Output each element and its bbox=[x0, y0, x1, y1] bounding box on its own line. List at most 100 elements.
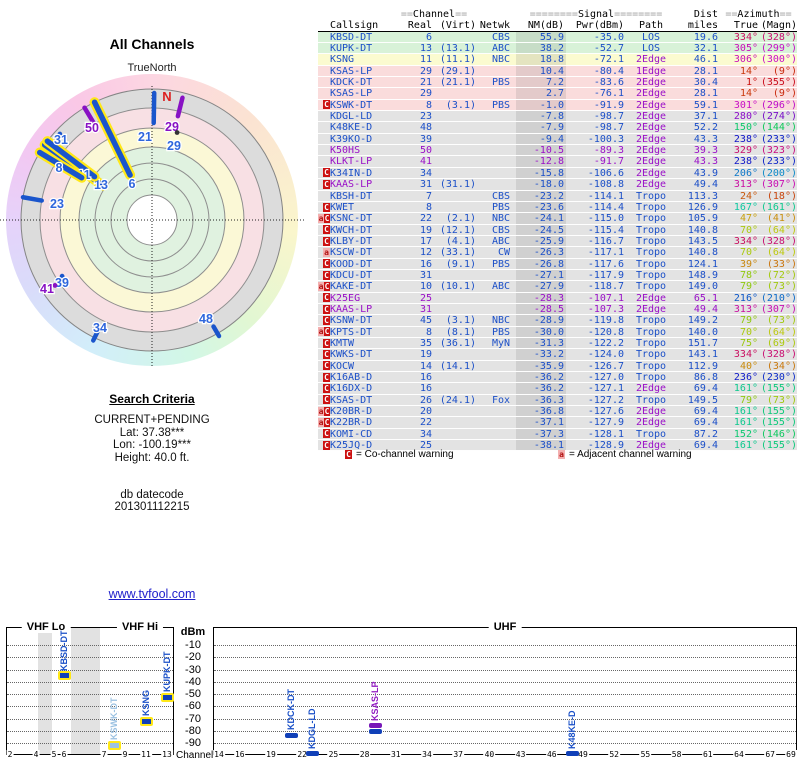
virtual-channel bbox=[432, 383, 476, 393]
channel-tick: 7 bbox=[100, 750, 108, 759]
dist-miles: 149.2 bbox=[687, 315, 718, 327]
network bbox=[476, 417, 516, 427]
signal-marker-KDCK-DT bbox=[285, 732, 299, 738]
station-row-KLKT-LP: KLKT-LP 41 -12.8 -91.7 2Edge 43.3 238° (233°) bbox=[318, 156, 797, 168]
callsign: KLBY-DT bbox=[330, 235, 373, 247]
callsign: KDGL-LD bbox=[330, 111, 373, 123]
virtual-channel: (3.1) bbox=[445, 315, 476, 327]
callsign: KAKE-DT bbox=[330, 281, 373, 293]
network bbox=[476, 145, 516, 155]
azimuth-true: 161° bbox=[733, 440, 758, 452]
callsign: K25EG bbox=[330, 292, 361, 304]
band-label-vhf-hi: VHF Hi bbox=[116, 621, 164, 633]
radar-plot: 61311850212929312339413448 N bbox=[0, 86, 304, 366]
azimuth-true: 329° bbox=[733, 145, 758, 157]
callsign: K16AB-D bbox=[330, 372, 373, 383]
pwr-dbm: -128.9 bbox=[587, 440, 624, 452]
station-row-KBSD-DT: KBSD-DT 6 CBS 55.9 -35.0 LOS 19.6 334° (328°) bbox=[318, 31, 797, 44]
pwr-dbm: -100.3 bbox=[587, 133, 624, 145]
nm-db: -33.2 bbox=[516, 349, 566, 360]
warning-markers: C bbox=[318, 383, 330, 394]
signal-label-KDGL-LD: KDGL-LD bbox=[307, 708, 318, 749]
channel-tick: 61 bbox=[701, 750, 714, 759]
azimuth-true: 78° bbox=[739, 269, 758, 281]
tvfool-link[interactable]: www.tvfool.com bbox=[108, 587, 196, 601]
pwr-dbm: -127.6 bbox=[587, 406, 624, 418]
nm-db: 55.9 bbox=[516, 31, 566, 43]
warning-markers: C bbox=[318, 168, 330, 178]
radar-spoke-ch50 bbox=[82, 105, 100, 131]
network bbox=[476, 66, 516, 76]
path: Tropo bbox=[635, 235, 667, 247]
callsign: KOOD-DT bbox=[330, 258, 373, 270]
channel-tick: 67 bbox=[764, 750, 777, 759]
magnetic-north-marker: N bbox=[162, 89, 171, 104]
virtual-channel: (31.1) bbox=[439, 179, 476, 191]
warning-markers bbox=[318, 88, 330, 98]
signal-marker-KSAS-LP bbox=[368, 723, 382, 729]
warning-markers: C bbox=[318, 100, 330, 110]
warning-markers bbox=[318, 77, 330, 87]
virtual-channel: (12.1) bbox=[439, 224, 476, 236]
callsign: K20BR-D bbox=[330, 406, 373, 418]
criteria-line: Lon: -100.19*** bbox=[112, 439, 191, 451]
co-channel-icon: C bbox=[323, 395, 330, 405]
station-row-KSAS-DT: C KSAS-DT 26 (24.1) Fox -36.3 -127.2 Tropo 149.5… bbox=[318, 394, 797, 407]
channel-tick: 52 bbox=[608, 750, 621, 759]
band-label-vhf-lo: VHF Lo bbox=[21, 621, 71, 633]
network bbox=[476, 111, 516, 121]
network bbox=[476, 134, 516, 144]
azimuth-magnetic: (307°) bbox=[760, 303, 797, 315]
gridline-uhf bbox=[214, 743, 796, 744]
legend-co-channel: C = Co-channel warning bbox=[345, 449, 454, 460]
co-channel-icon: C bbox=[323, 440, 330, 450]
criteria-line: CURRENT+PENDING bbox=[94, 414, 210, 426]
station-row-KOMI-CD: C KOMI-CD 34 -37.3 -128.1 Tropo 87.2 152° (146°) bbox=[318, 428, 797, 441]
azimuth-magnetic: (210°) bbox=[760, 292, 797, 304]
network bbox=[476, 270, 516, 280]
callsign: KOCW bbox=[330, 360, 355, 372]
pwr-dbm: -114.4 bbox=[587, 201, 624, 213]
radar-dot-ch41 bbox=[52, 283, 58, 288]
nm-db: -25.9 bbox=[516, 235, 566, 247]
channel-tick: 22 bbox=[296, 750, 309, 759]
warning-markers bbox=[318, 54, 330, 64]
radar-label-ch31: 31 bbox=[54, 133, 68, 147]
station-table: ==Channel== ========Signal======== Dist … bbox=[318, 9, 797, 452]
dist-miles: 140.8 bbox=[687, 247, 718, 259]
co-channel-icon: C bbox=[323, 293, 330, 303]
real-channel: 11 bbox=[419, 54, 432, 66]
gridline-uhf bbox=[214, 718, 796, 720]
adjacent-channel-icon: a bbox=[318, 406, 324, 416]
station-row-KOOD-DT: C KOOD-DT 16 (9.1) PBS -26.8 -117.6 Tropo 124.1 3… bbox=[318, 258, 797, 270]
network bbox=[476, 88, 516, 98]
real-channel: 34 bbox=[419, 428, 432, 440]
network bbox=[476, 156, 516, 166]
network bbox=[476, 440, 516, 450]
path: Tropo bbox=[635, 394, 667, 406]
warning-markers: C bbox=[318, 440, 330, 450]
path: Tropo bbox=[635, 213, 667, 225]
real-channel: 31 bbox=[419, 269, 432, 281]
real-channel: 10 bbox=[419, 281, 432, 293]
real-channel: 16 bbox=[419, 372, 432, 383]
channel-tick: 6 bbox=[60, 750, 68, 759]
warning-markers: C bbox=[318, 395, 330, 405]
signal-marker-KSAS-LP bbox=[368, 728, 382, 734]
pwr-dbm: -114.1 bbox=[587, 190, 624, 202]
azimuth-magnetic: (64°) bbox=[766, 326, 797, 338]
azimuth-true: 79° bbox=[739, 394, 758, 406]
azimuth-true: 313° bbox=[733, 303, 758, 315]
warning-markers bbox=[318, 66, 330, 76]
azimuth-magnetic: (328°) bbox=[760, 349, 797, 361]
adjacent-channel-icon: a bbox=[318, 281, 324, 291]
channel-tick: 64 bbox=[733, 750, 745, 759]
band-label-uhf: UHF bbox=[488, 621, 522, 633]
station-row-K50HS: K50HS 50 -10.5 -89.3 2Edge 39.3 329° (323°) bbox=[318, 145, 797, 157]
path: Tropo bbox=[635, 372, 667, 383]
virtual-channel: (2.1) bbox=[445, 213, 476, 225]
virtual-channel bbox=[432, 349, 476, 359]
channel-tick: 49 bbox=[577, 750, 589, 759]
